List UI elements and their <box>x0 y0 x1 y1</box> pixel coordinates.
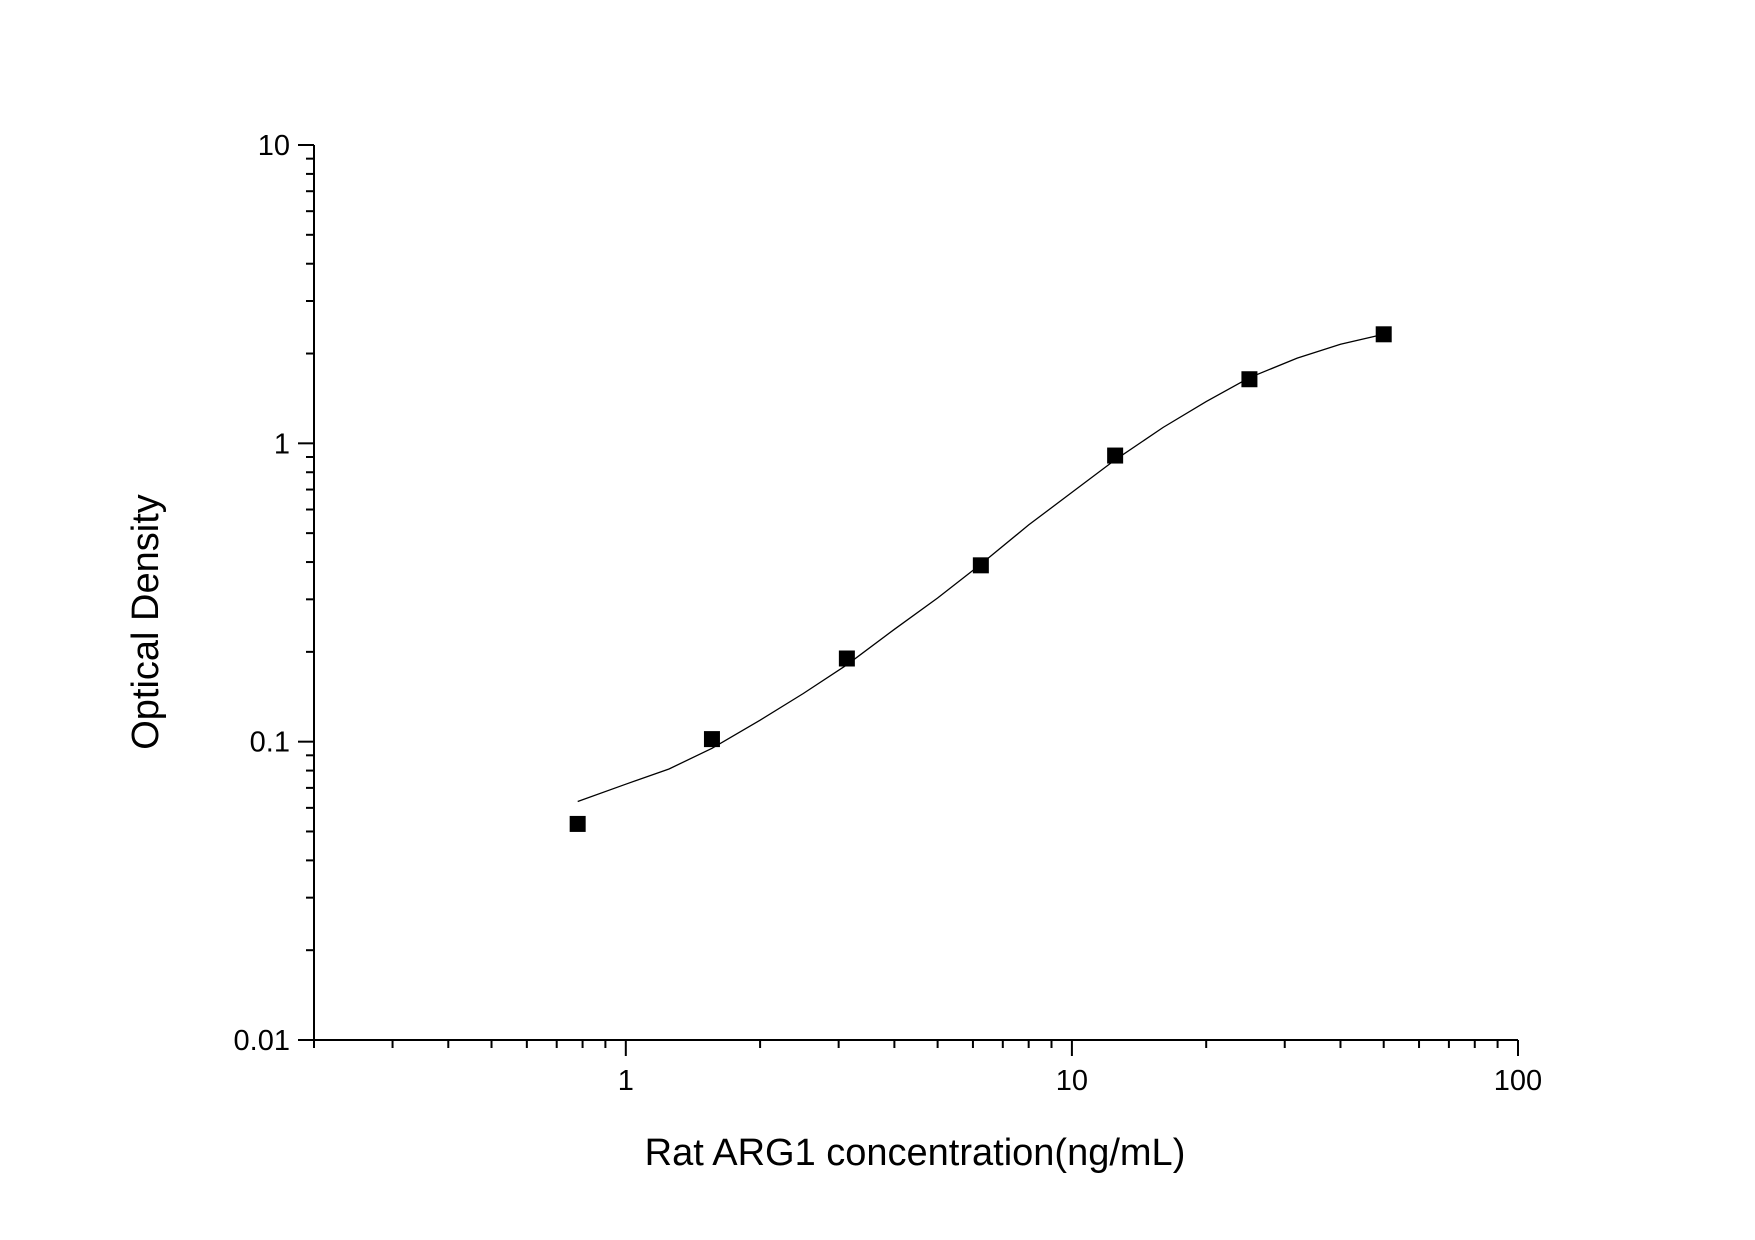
data-point <box>1375 326 1392 343</box>
y-tick-label: 10 <box>258 130 290 162</box>
data-point <box>1107 447 1124 464</box>
x-axis: 1 10 100 <box>313 1039 1542 1097</box>
data-point <box>972 557 989 574</box>
data-point <box>1241 371 1258 388</box>
y-tick-label: 0.1 <box>250 727 290 759</box>
y-axis: 0.01 0.1 1 10 <box>234 130 315 1057</box>
y-axis-title: Optical Density <box>125 494 167 750</box>
data-point <box>703 731 720 748</box>
x-tick-label: 1 <box>618 1065 634 1097</box>
y-tick-label: 0.01 <box>234 1025 290 1057</box>
y-tick-label: 1 <box>274 428 290 460</box>
x-tick-label: 100 <box>1494 1065 1542 1097</box>
x-axis-title: Rat ARG1 concentration(ng/mL) <box>645 1132 1186 1174</box>
plot-area <box>569 326 1392 832</box>
data-point <box>569 815 586 832</box>
data-point <box>838 650 855 667</box>
x-tick-label: 10 <box>1056 1065 1088 1097</box>
